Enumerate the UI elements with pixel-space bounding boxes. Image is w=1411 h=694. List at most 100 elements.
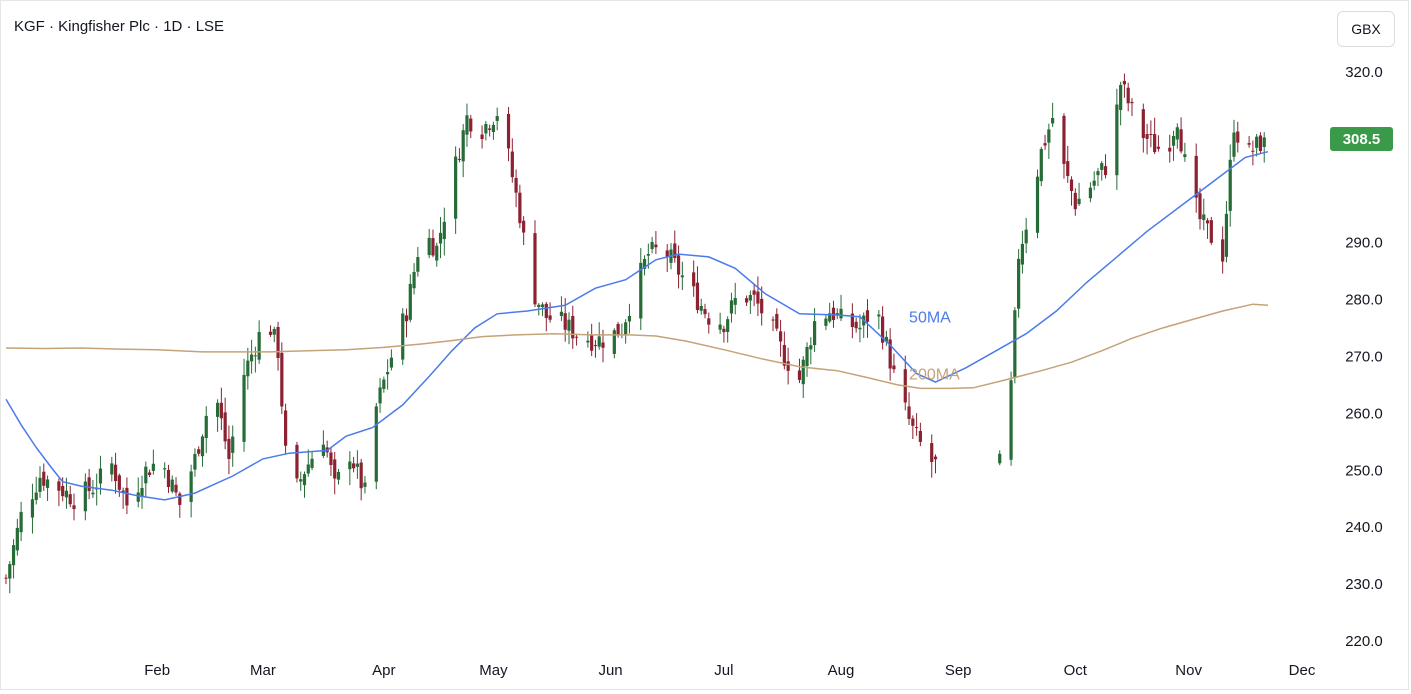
candle — [416, 246, 420, 277]
candle — [1149, 120, 1153, 148]
candle — [310, 451, 314, 471]
candle — [673, 230, 677, 263]
candle — [408, 274, 412, 323]
candle — [299, 471, 303, 491]
candle — [382, 376, 386, 393]
candle — [438, 216, 443, 259]
candle — [703, 303, 707, 319]
candle — [933, 454, 938, 474]
candle — [809, 337, 813, 365]
candle — [892, 353, 896, 373]
candle — [454, 146, 458, 234]
candle — [748, 290, 752, 314]
candle — [590, 323, 594, 357]
candle — [355, 450, 359, 479]
candle — [389, 349, 394, 371]
candle — [15, 518, 19, 556]
candle — [348, 451, 352, 486]
candle — [1236, 121, 1240, 153]
candle — [559, 296, 564, 322]
candle — [1096, 168, 1100, 187]
candle — [268, 325, 273, 337]
candle — [695, 266, 700, 314]
chart-title: KGF · Kingfisher Plc · 1D · LSE — [14, 18, 225, 35]
candle — [518, 184, 522, 229]
candle — [204, 406, 208, 454]
candle — [1039, 146, 1043, 186]
candle — [1224, 201, 1229, 263]
candle — [401, 308, 405, 365]
candle — [1262, 132, 1266, 163]
candle — [110, 456, 114, 482]
candle — [1020, 230, 1025, 274]
candle — [227, 425, 231, 475]
candle — [1088, 182, 1093, 203]
candle — [306, 449, 310, 477]
candle — [231, 425, 235, 467]
price-tick-label: 250.0 — [1345, 462, 1383, 479]
candle — [824, 315, 828, 331]
candle — [249, 339, 254, 374]
candle — [1251, 140, 1255, 166]
candle — [1103, 154, 1108, 179]
candle — [752, 283, 756, 307]
candle — [627, 303, 632, 334]
candle — [597, 322, 601, 350]
candle — [707, 312, 711, 334]
candle — [1051, 102, 1055, 127]
candle — [11, 539, 16, 579]
candle — [1009, 371, 1013, 466]
candle — [38, 466, 42, 498]
candle — [144, 461, 148, 498]
candle — [321, 430, 325, 459]
candle — [650, 236, 654, 254]
candle — [907, 392, 911, 426]
candle — [125, 477, 129, 515]
candle — [998, 450, 1002, 466]
candle — [1228, 144, 1232, 227]
candle — [1024, 217, 1028, 254]
candle — [280, 342, 284, 415]
candle — [1171, 130, 1176, 161]
candle — [911, 415, 915, 440]
candle — [612, 328, 616, 359]
candle — [57, 478, 61, 507]
candle — [1179, 117, 1183, 154]
time-tick-label: Dec — [1289, 662, 1316, 679]
price-tick-label: 230.0 — [1345, 576, 1383, 593]
candle — [1122, 73, 1127, 98]
candle — [593, 339, 598, 358]
candle — [1156, 135, 1161, 152]
candle — [83, 473, 87, 521]
candle — [888, 328, 892, 381]
candle — [1183, 142, 1187, 162]
last-price-badge: 308.5 — [1330, 127, 1393, 151]
candle — [1247, 135, 1251, 148]
candles-layer — [4, 73, 1266, 594]
candle — [1013, 307, 1017, 384]
candle — [665, 244, 669, 272]
50ma-label: 50MA — [909, 309, 951, 326]
50ma-line — [5, 150, 1269, 501]
candle — [378, 377, 382, 413]
candle — [877, 310, 881, 330]
candle — [1194, 143, 1198, 213]
candle — [136, 477, 140, 508]
candle — [431, 229, 435, 258]
time-tick-label: Feb — [144, 662, 170, 679]
candle — [272, 326, 276, 343]
candle — [1258, 132, 1263, 154]
candle — [491, 121, 496, 140]
candle — [624, 319, 628, 344]
candle — [170, 475, 174, 494]
candle — [302, 471, 307, 498]
candle — [68, 485, 72, 508]
price-tick-label: 260.0 — [1345, 405, 1383, 422]
candle — [95, 473, 99, 506]
candle — [1141, 103, 1145, 153]
candle — [1130, 98, 1134, 116]
currency-button[interactable]: GBX — [1337, 11, 1395, 47]
candle — [219, 387, 223, 430]
candle — [174, 477, 178, 496]
